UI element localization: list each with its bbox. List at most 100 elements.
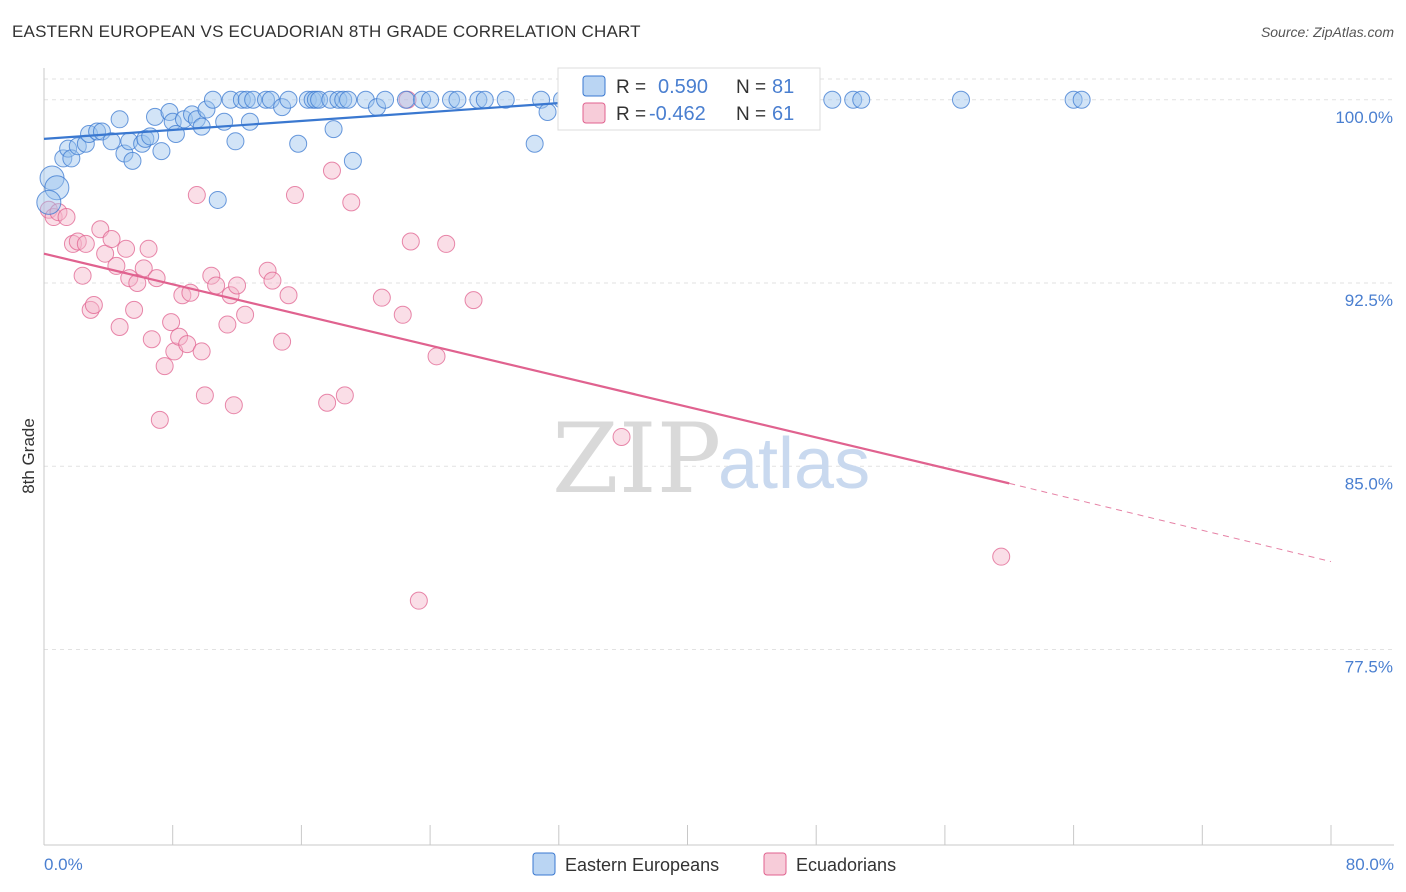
ecuadorian-point-56 (437, 234, 456, 253)
eastern-european-point-59 (442, 90, 461, 109)
ecuadorian-point-53 (401, 232, 420, 251)
eastern-european-point-39 (261, 90, 280, 109)
eastern-european-point-33 (226, 132, 245, 151)
ecuadorian-point-31 (187, 186, 206, 205)
bottom-legend-swatch-pink (763, 852, 787, 876)
ecuadorian-point-6 (73, 266, 92, 285)
watermark-atlas: atlas (718, 424, 870, 504)
legend-r-label-1: R = (616, 77, 646, 98)
eastern-european-point-75 (823, 90, 842, 109)
ecuadorian-point-43 (273, 332, 292, 351)
eastern-european-point-12 (110, 110, 129, 129)
ecuadorian-point-34 (202, 266, 221, 285)
ecuadorian-point-41 (258, 261, 277, 280)
eastern-european-point-53 (356, 90, 375, 109)
ecuadorian-point-54 (409, 591, 428, 610)
eastern-european-point-29 (203, 90, 222, 109)
eastern-european-point-25 (183, 105, 202, 124)
ecuadorian-point-9 (84, 296, 103, 315)
ecuadorian-point-20 (139, 239, 158, 258)
ecuadorian-point-7 (76, 234, 95, 253)
legend-n-label-2: N = (736, 104, 766, 125)
ecuadorian-trend-extension (1009, 482, 1332, 563)
y-tick-label-2: 85.0% (1345, 474, 1393, 493)
bottom-legend-label-eastern-europeans: Eastern Europeans (565, 855, 719, 875)
ecuadorian-point-59 (992, 547, 1011, 566)
eastern-european-point-17 (136, 129, 155, 148)
ecuadorian-point-42 (263, 271, 282, 290)
ecuadorian-point-29 (178, 335, 197, 354)
eastern-european-point-63 (496, 90, 515, 109)
bottom-legend-label-ecuadorians: Ecuadorians (796, 855, 896, 875)
ecuadorian-point-32 (192, 342, 211, 361)
eastern-european-point-38 (257, 90, 276, 109)
y-tick-labels: 100.0% 92.5% 85.0% 77.5% (1335, 108, 1393, 677)
axes (43, 68, 1394, 846)
eastern-european-point-37 (244, 90, 263, 109)
ecuadorian-point-55 (427, 347, 446, 366)
ecuadorian-point-58 (612, 427, 631, 446)
eastern-european-point-41 (279, 90, 298, 109)
eastern-european-point-51 (339, 90, 358, 109)
eastern-european-point-78 (951, 90, 970, 109)
eastern-european-point-42 (289, 134, 308, 153)
ecuadorian-point-45 (285, 186, 304, 205)
ecuadorian-point-44 (279, 286, 298, 305)
x-tick-label-min: 0.0% (44, 855, 83, 874)
ecuadorian-point-38 (224, 396, 243, 415)
ecuadorian-point-50 (372, 288, 391, 307)
eastern-european-point-49 (329, 90, 348, 109)
source-label: Source: ZipAtlas.com (1260, 24, 1394, 40)
eastern-european-point-52 (343, 151, 362, 170)
eastern-european-point-2 (36, 189, 62, 215)
legend-swatch-pink (582, 102, 606, 124)
legend-r-label-2: R = (616, 104, 646, 125)
bottom-legend-swatch-blue (532, 852, 556, 876)
eastern-european-point-40 (273, 98, 292, 117)
legend-n-label-1: N = (736, 77, 766, 98)
ecuadorian-point-24 (155, 357, 174, 376)
ecuadorian-point-51 (393, 305, 412, 324)
ecuadorian-point-1 (44, 208, 63, 227)
grid-lines (44, 78, 1394, 651)
ecuadorian-point-36 (218, 315, 237, 334)
eastern-european-point-80 (1072, 90, 1091, 109)
eastern-european-point-62 (475, 90, 494, 109)
ecuadorian-point-21 (142, 330, 161, 349)
eastern-european-point-20 (152, 142, 171, 161)
y-tick-label-3: 77.5% (1345, 658, 1393, 677)
ecuadorian-point-3 (57, 208, 76, 227)
ecuadorian-point-49 (342, 193, 361, 212)
ecuadorian-trend-line (43, 252, 1010, 485)
series-ecuadorians-points (39, 90, 1011, 610)
ecuadorian-point-46 (318, 393, 337, 412)
eastern-european-point-11 (102, 132, 121, 151)
chart-title: EASTERN EUROPEAN VS ECUADORIAN 8TH GRADE… (12, 22, 641, 41)
legend-r-value-1: 0.590 (658, 76, 708, 98)
eastern-european-point-60 (448, 90, 467, 109)
watermark-zip: ZIP (552, 403, 721, 515)
ecuadorian-point-8 (81, 300, 100, 319)
ecuadorian-point-35 (207, 276, 226, 295)
legend-n-value-1: 81 (772, 76, 794, 98)
y-tick-label-1: 92.5% (1345, 291, 1393, 310)
eastern-european-point-56 (396, 90, 415, 109)
eastern-european-point-28 (197, 100, 216, 119)
series-eastern-europeans-points (36, 90, 1091, 215)
x-ticks (43, 825, 1332, 845)
ecuadorian-point-4 (63, 234, 82, 253)
ecuadorian-point-47 (322, 161, 341, 180)
y-axis-label: 8th Grade (19, 418, 38, 494)
eastern-european-point-15 (123, 151, 142, 170)
eastern-european-point-58 (421, 90, 440, 109)
x-tick-label-max: 80.0% (1346, 855, 1394, 874)
eastern-european-point-1 (44, 175, 70, 201)
ecuadorian-point-40 (236, 305, 255, 324)
legend-n-value-2: 61 (772, 103, 794, 125)
trend-lines (43, 98, 1332, 563)
eastern-european-point-30 (208, 190, 227, 209)
ecuadorian-point-12 (102, 230, 121, 249)
legend-r-value-2: -0.462 (649, 103, 706, 125)
ecuadorian-point-57 (464, 291, 483, 310)
